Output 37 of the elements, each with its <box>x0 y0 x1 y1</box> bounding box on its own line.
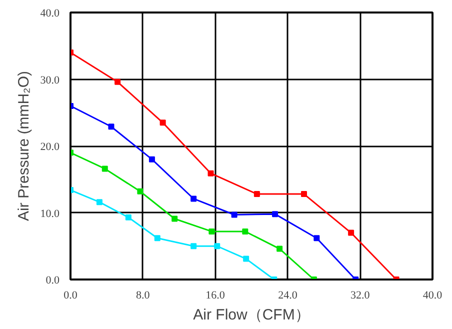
point <box>348 230 354 236</box>
point <box>254 191 260 198</box>
point <box>148 156 155 162</box>
point <box>276 246 283 252</box>
y-tick-label: 40.0 <box>40 8 60 20</box>
point <box>208 170 214 176</box>
point <box>214 243 220 250</box>
x-tick-label: 24.0 <box>278 290 298 302</box>
y-tick-label: 20.0 <box>40 141 60 153</box>
x-tick-label: 16.0 <box>206 290 226 302</box>
point <box>137 188 144 194</box>
y-axis-title: Air Pressure (mmH₂O) <box>15 70 32 221</box>
point <box>96 199 102 206</box>
point <box>108 124 114 130</box>
point <box>114 78 121 85</box>
y-tick-label: 10.0 <box>40 208 60 220</box>
x-tick-label: 8.0 <box>136 290 150 302</box>
x-axis-title: Air Flow（CFM） <box>193 306 310 324</box>
x-tick-label: 32.0 <box>350 290 370 302</box>
point <box>190 243 197 250</box>
point <box>242 228 248 234</box>
point <box>300 191 307 198</box>
point <box>314 235 320 242</box>
point <box>102 166 108 172</box>
x-tick-label: 0.0 <box>64 290 78 302</box>
point <box>208 228 215 234</box>
point <box>160 120 166 126</box>
y-tick-label: 0.0 <box>46 274 60 286</box>
point <box>190 196 197 202</box>
point <box>243 256 250 262</box>
y-tick-label: 30.0 <box>40 74 60 86</box>
point <box>154 235 160 242</box>
x-tick-label: 40.0 <box>422 290 443 302</box>
point <box>231 212 238 218</box>
point <box>172 216 178 222</box>
point <box>272 211 278 218</box>
point <box>125 214 132 220</box>
